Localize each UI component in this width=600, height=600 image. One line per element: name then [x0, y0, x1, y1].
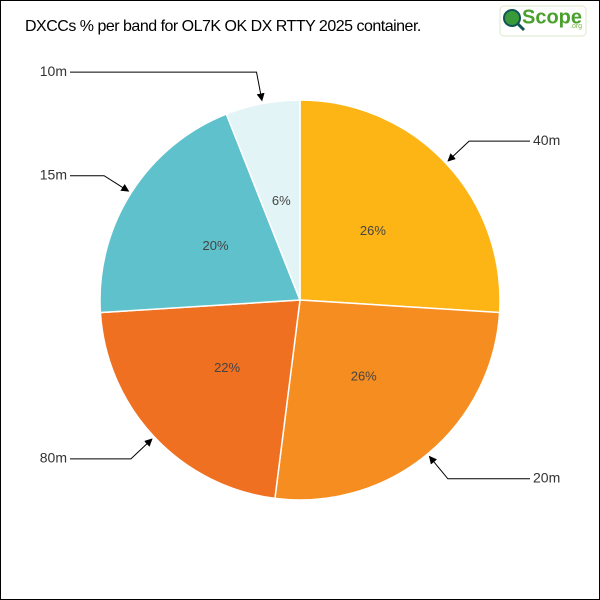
pie-slice	[225, 99, 301, 301]
logo-icon-handle	[516, 22, 526, 32]
logo-icon	[503, 9, 521, 27]
value-label: 26%	[351, 368, 377, 383]
leader-line	[447, 140, 530, 162]
category-label: 80m	[40, 450, 67, 466]
category-label: 20m	[533, 469, 560, 485]
pie-slice	[99, 299, 301, 500]
pie-slice	[99, 113, 302, 314]
category-label: 10m	[40, 63, 67, 79]
chart-title: DXCCs % per band for OL7K OK DX RTTY 202…	[25, 18, 421, 35]
category-label: 40m	[533, 132, 560, 148]
pie-slice	[274, 299, 501, 501]
logo-suffix: .org	[570, 23, 582, 30]
leader-line	[70, 175, 130, 192]
value-label: 26%	[360, 223, 386, 238]
value-label: 22%	[214, 360, 240, 375]
logo: Scope .org	[499, 5, 587, 37]
value-label: 6%	[272, 193, 291, 208]
leader-line	[70, 438, 153, 460]
leader-line	[428, 455, 530, 480]
pie-slice	[299, 99, 501, 314]
logo-text: Scope	[522, 6, 582, 28]
value-label: 20%	[203, 238, 229, 253]
leader-line	[70, 71, 265, 102]
category-label: 15m	[40, 166, 67, 182]
